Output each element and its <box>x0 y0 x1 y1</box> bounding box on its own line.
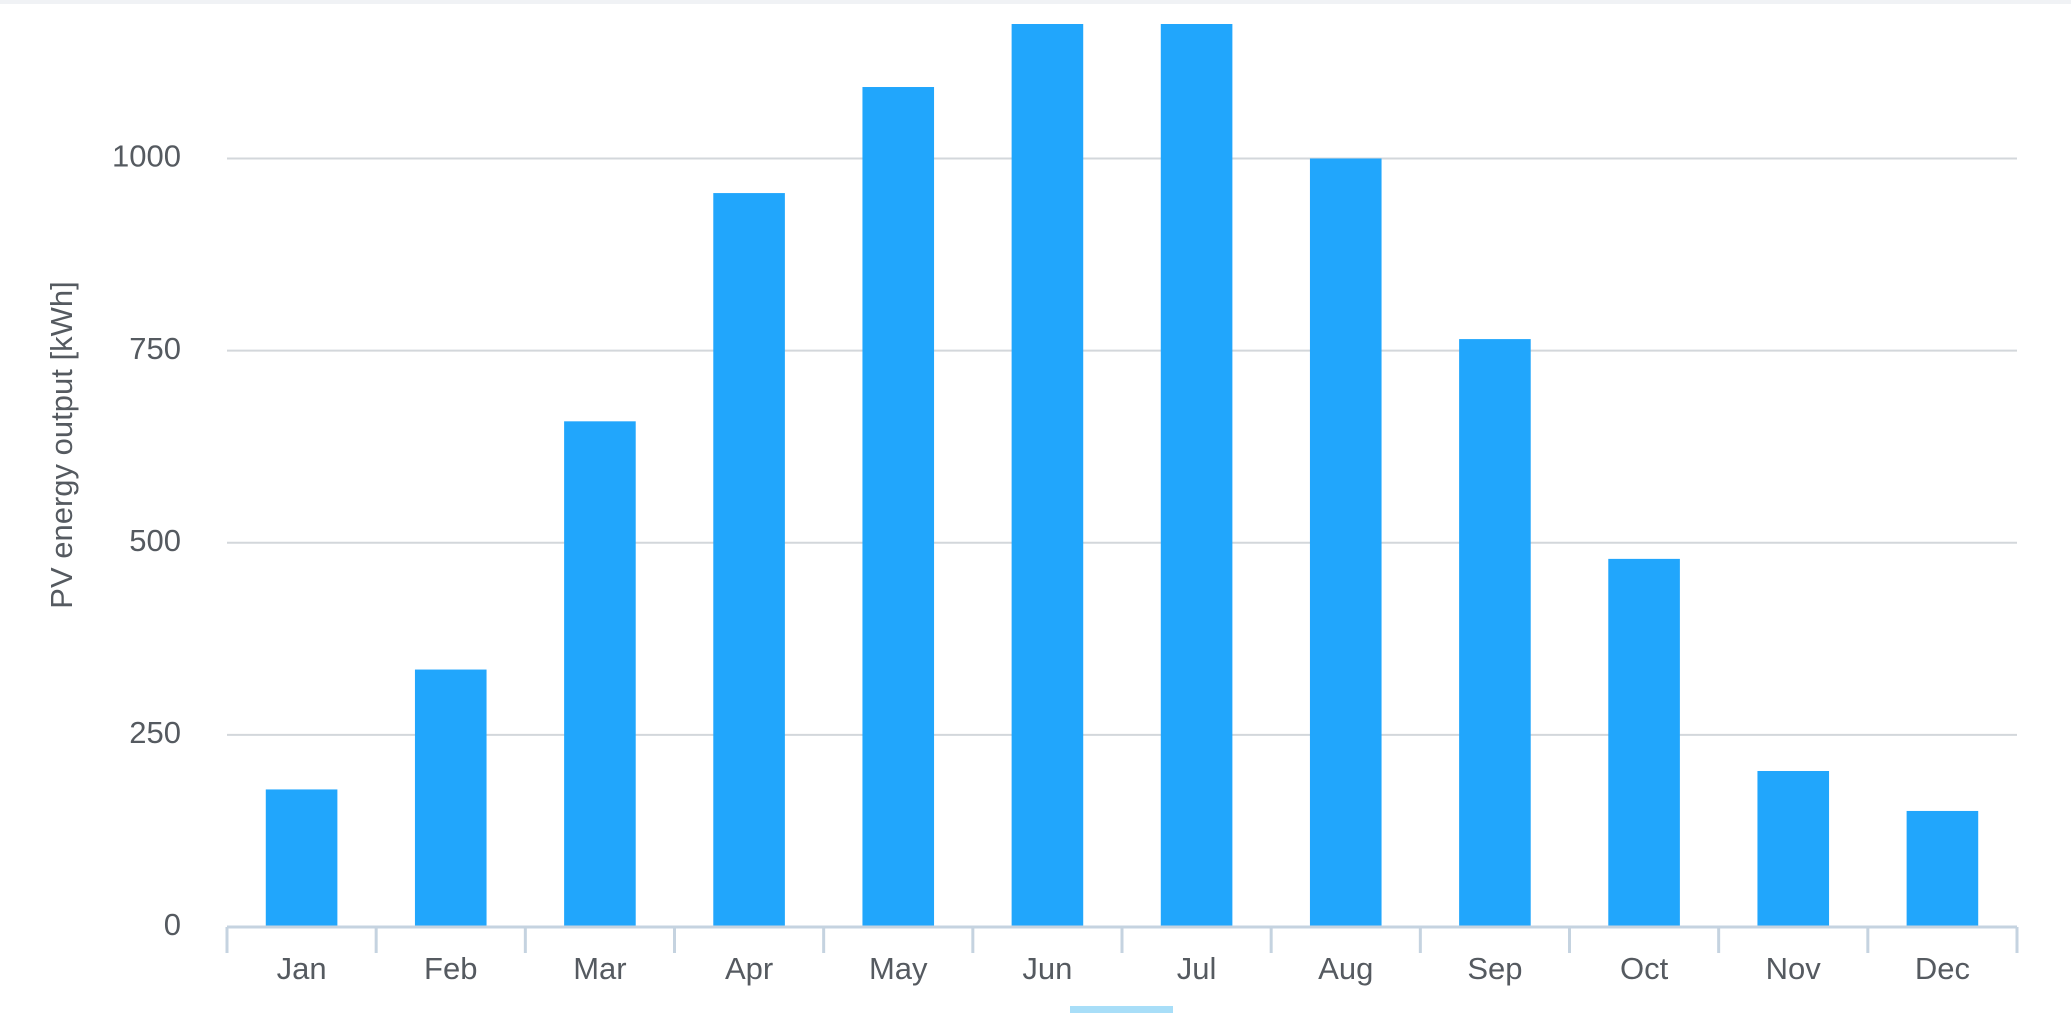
y-axis-label: PV energy output [kWh] <box>44 281 79 608</box>
bar <box>862 87 935 927</box>
bar <box>1011 24 1084 927</box>
y-tick-label: 250 <box>129 715 181 750</box>
x-tick-label: Nov <box>1766 951 1822 986</box>
x-tick-label: May <box>869 951 928 986</box>
bar <box>1757 770 1830 927</box>
top-strip <box>0 0 2071 4</box>
bar <box>1459 339 1531 927</box>
y-tick-label: 0 <box>164 907 181 942</box>
x-tick-label: Dec <box>1915 951 1970 986</box>
x-tick-label: Aug <box>1318 951 1373 986</box>
bar <box>265 789 338 927</box>
x-tick-label: Jan <box>277 951 327 986</box>
y-tick-label: 500 <box>129 523 181 558</box>
scroll-indicator <box>1070 1006 1173 1013</box>
bar <box>564 421 636 927</box>
y-tick-label: 1000 <box>112 139 181 174</box>
x-tick-label: Sep <box>1467 951 1522 986</box>
bar <box>1160 24 1233 927</box>
x-tick-label: Feb <box>424 951 477 986</box>
x-tick-label: Oct <box>1620 951 1669 986</box>
x-tick-label: Mar <box>573 951 626 986</box>
x-tick-label: Jul <box>1177 951 1217 986</box>
bar <box>1309 158 1382 927</box>
x-tick-label: Apr <box>725 951 773 986</box>
bar <box>414 669 487 927</box>
y-tick-label: 750 <box>129 331 181 366</box>
x-tick-label: Jun <box>1022 951 1072 986</box>
bar <box>1608 558 1680 927</box>
bar <box>1906 810 1979 927</box>
bar <box>713 193 785 928</box>
